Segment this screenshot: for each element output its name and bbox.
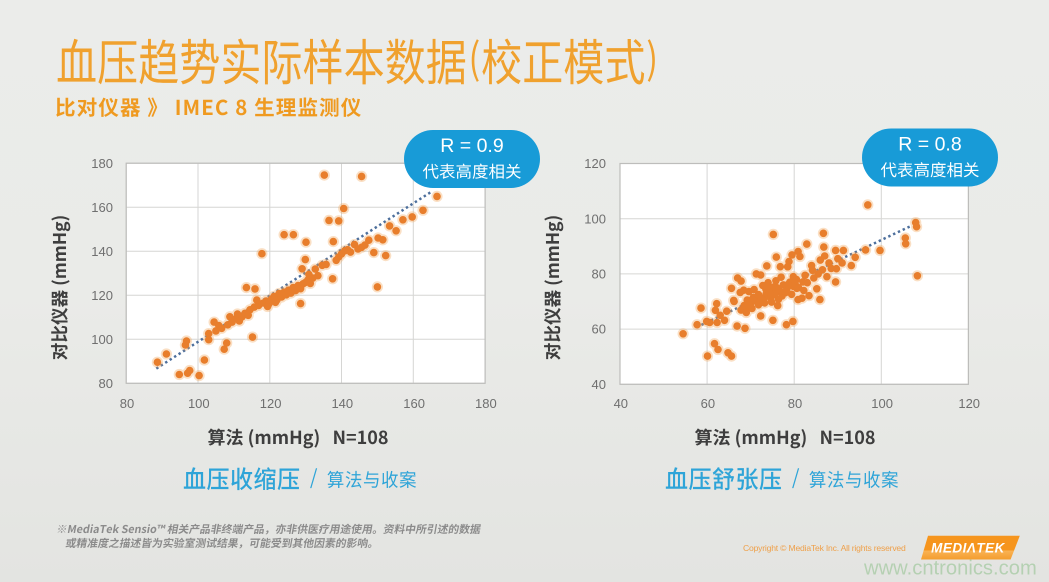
svg-text:120: 120 — [584, 156, 606, 171]
svg-text:160: 160 — [403, 396, 425, 411]
svg-text:R = 0.8: R = 0.8 — [898, 134, 961, 156]
svg-text:80: 80 — [99, 376, 113, 391]
svg-text:120: 120 — [958, 396, 980, 411]
svg-text:180: 180 — [91, 156, 113, 171]
svg-text:180: 180 — [475, 396, 497, 411]
svg-text:120: 120 — [260, 396, 282, 411]
svg-text:Copyright © MediaTek Inc. All: Copyright © MediaTek Inc. All rights res… — [743, 543, 906, 553]
svg-text:40: 40 — [592, 377, 606, 392]
svg-text:R = 0.9: R = 0.9 — [440, 135, 503, 157]
svg-text:120: 120 — [91, 288, 113, 303]
svg-text:80: 80 — [592, 267, 606, 282]
svg-text:100: 100 — [871, 396, 893, 411]
svg-text:140: 140 — [331, 396, 353, 411]
svg-text:160: 160 — [91, 200, 113, 215]
svg-text:100: 100 — [188, 396, 210, 411]
svg-text:40: 40 — [614, 396, 628, 411]
svg-text:140: 140 — [91, 244, 113, 259]
svg-text:80: 80 — [120, 396, 134, 411]
svg-text:100: 100 — [584, 211, 606, 226]
svg-text:60: 60 — [701, 396, 715, 411]
svg-text:80: 80 — [788, 396, 802, 411]
svg-text:100: 100 — [91, 332, 113, 347]
svg-text:MEDIΛTEK: MEDIΛTEK — [931, 541, 1006, 556]
svg-text:60: 60 — [592, 322, 606, 337]
svg-text:www.cntronics.com: www.cntronics.com — [863, 558, 1037, 580]
